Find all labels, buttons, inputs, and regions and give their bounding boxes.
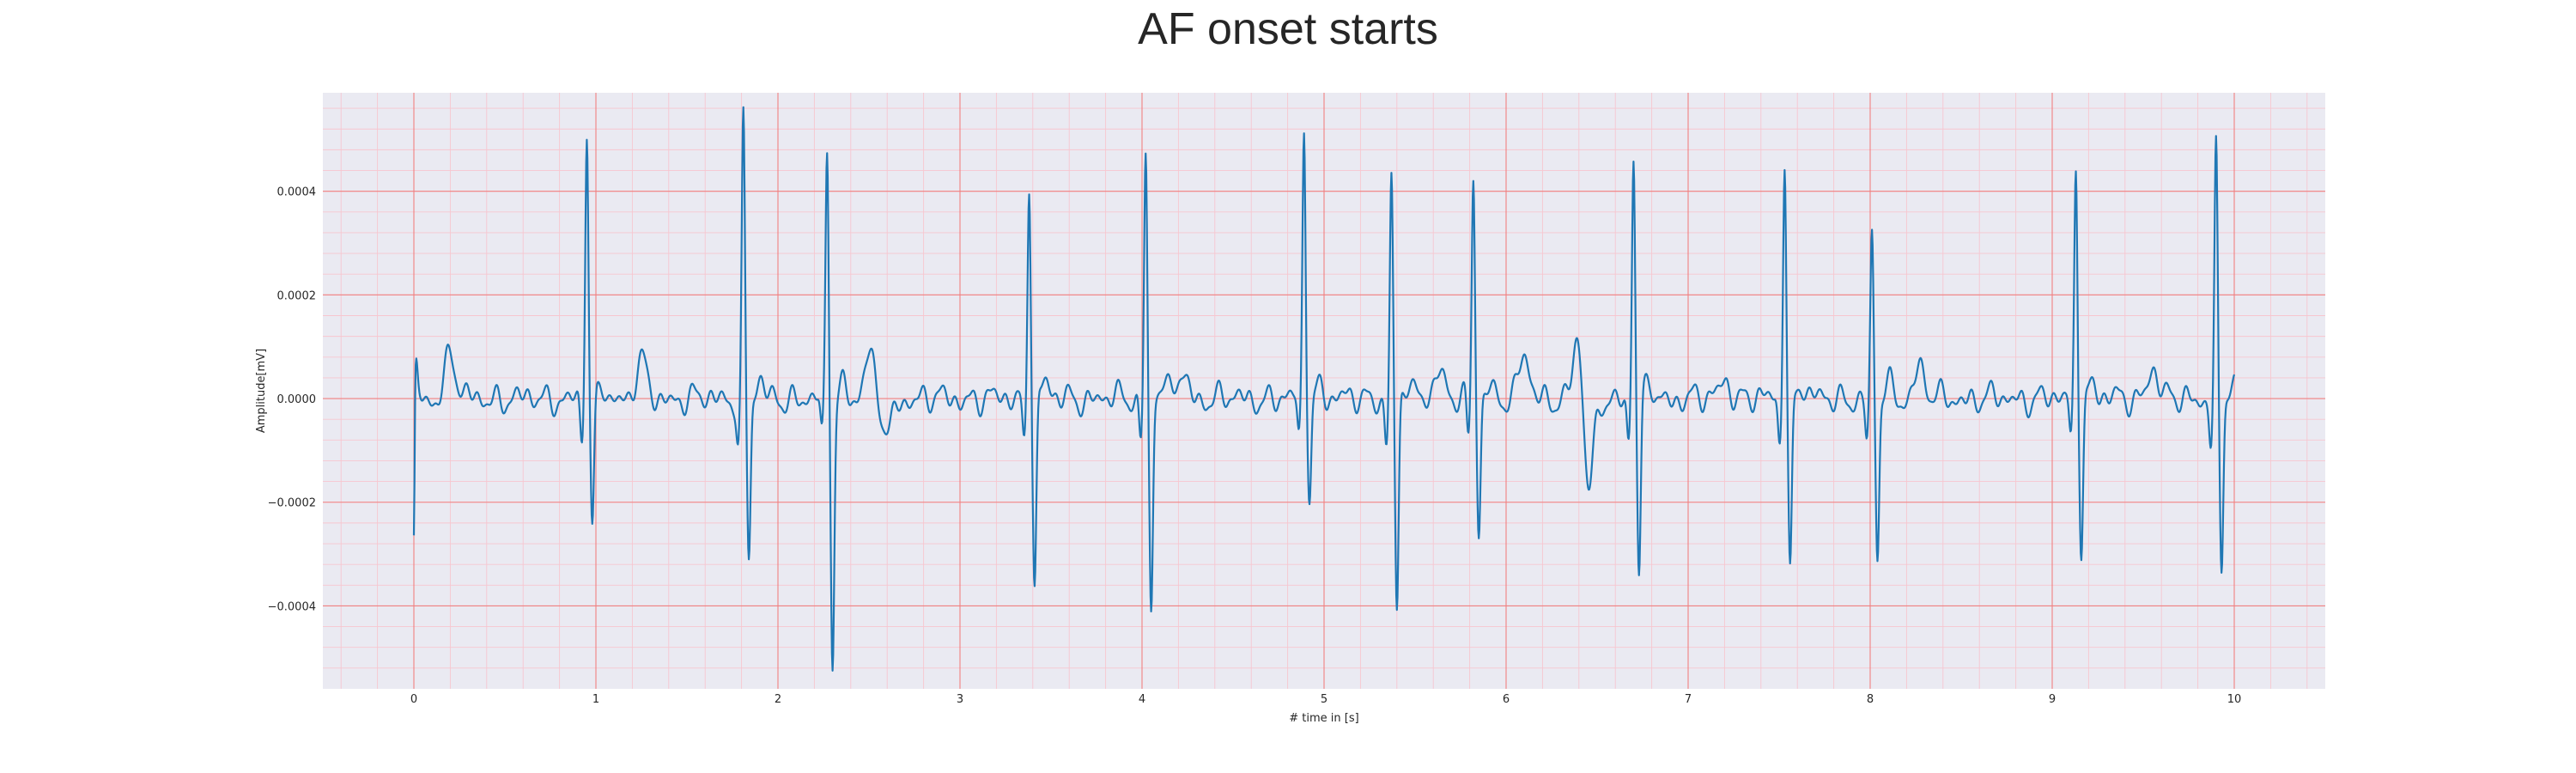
y-tick-labels: −0.0004 −0.0002 0.0000 0.0002 0.0004 xyxy=(268,186,316,614)
ecg-series-line xyxy=(412,106,2236,672)
y-axis-label: Amplitude[mV] xyxy=(255,349,268,433)
y-tick-label: 0.0000 xyxy=(277,393,317,406)
x-tick-label: 6 xyxy=(1503,693,1510,706)
major-grid xyxy=(323,93,2325,689)
x-tick-label: 2 xyxy=(775,693,781,706)
x-tick-label: 0 xyxy=(410,693,417,706)
chart-title: AF onset starts xyxy=(1138,4,1438,54)
x-tick-label: 1 xyxy=(592,693,599,706)
y-tick-label: −0.0002 xyxy=(268,497,316,510)
y-tick-label: 0.0004 xyxy=(277,186,317,199)
x-tick-label: 3 xyxy=(957,693,963,706)
x-tick-label: 4 xyxy=(1139,693,1145,706)
x-tick-labels: 0 1 2 3 4 5 6 7 8 9 10 xyxy=(410,693,2241,706)
x-tick-label: 10 xyxy=(2227,693,2242,706)
x-tick-label: 5 xyxy=(1321,693,1327,706)
x-axis-label: # time in [s] xyxy=(1289,712,1358,725)
x-tick-label: 7 xyxy=(1685,693,1692,706)
y-tick-label: 0.0002 xyxy=(277,289,317,302)
y-tick-label: −0.0004 xyxy=(268,600,316,613)
x-tick-label: 9 xyxy=(2049,693,2056,706)
x-tick-label: 8 xyxy=(1867,693,1874,706)
